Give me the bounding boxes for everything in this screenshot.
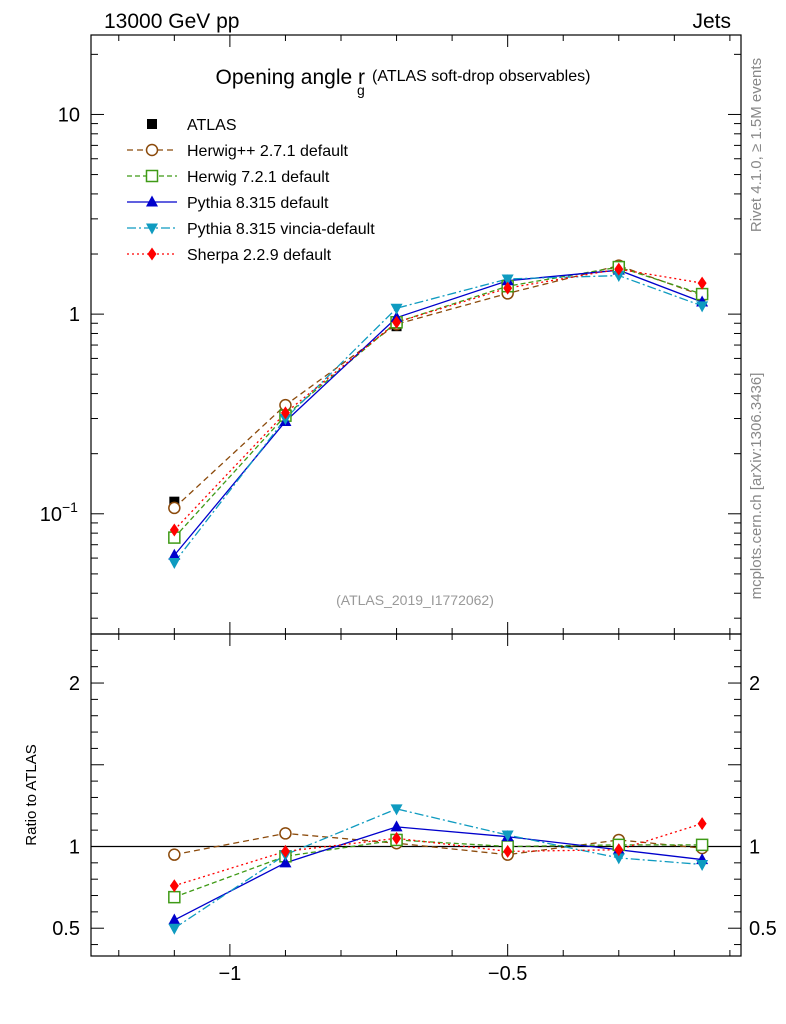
ratio-point-0-1 [279,827,292,840]
data-point-4-0 [168,558,181,570]
ratio-point-2-0 [168,913,181,925]
ratio-point-4-5 [697,817,707,831]
ratio-point-4-3 [503,844,513,858]
x-tick-label: −1 [218,963,241,985]
legend-label-4: Pythia 8.315 vincia-default [187,221,375,238]
legend-label-5: Sherpa 2.2.9 default [187,247,332,264]
y-tick-label: 10 [58,104,80,126]
ratio-y-tick-label: 1 [69,836,80,858]
energy-label: 13000 GeV pp [104,10,239,33]
data-point-4-3 [501,274,514,286]
ratio-point-0-0 [168,848,181,861]
legend-marker-0 [147,119,157,129]
series-line-4 [173,274,703,563]
series-markers-layer [168,259,709,935]
process-label: Jets [692,10,731,33]
x-tick-label: −0.5 [488,963,527,985]
ratio-point-4-4 [614,843,624,857]
legend-label-1: Herwig++ 2.7.1 default [187,143,349,160]
ratio-point-1-5 [695,838,709,852]
legend-label-0: ATLAS [187,117,237,134]
data-point-4-1 [279,414,292,426]
ratio-line-4 [174,822,703,887]
ratio-y-tick-label-right: 1 [749,836,760,858]
rivet-label: Rivet 4.1.0, ≥ 1.5M events [748,58,765,232]
series-line-3 [173,269,703,556]
data-point-0-0 [169,496,180,507]
y-tick-label-exponent: −1 [62,499,78,515]
chart-title-main: Opening angle r [216,66,365,89]
legend-marker-1 [145,143,159,157]
ratio-y-tick-label: 0.5 [52,918,80,940]
ratio-y-tick-label-right: 0.5 [749,918,777,940]
ratio-line-3 [173,808,703,929]
ratio-point-1-0 [168,890,181,904]
legend-marker-3 [146,195,158,207]
ratio-point-4-2 [392,831,402,845]
data-point-4-4 [612,271,625,283]
ratio-point-4-1 [280,844,290,858]
data-point-5-5 [697,276,707,290]
ratio-ylabel: Ratio to ATLAS [23,744,40,845]
ratio-panel-frame [90,633,742,957]
series-line-1 [173,264,703,509]
data-point-1-0 [168,501,181,515]
ratio-point-3-5 [696,859,709,871]
url-label: mcplots.cern.ch [arXiv:1306.3436] [748,373,765,600]
ratio-point-4-0 [169,879,179,893]
legend-marker-4 [146,223,158,235]
legend: ATLAS Herwig++ 2.7.1 default Herwig 7.2.1 … [127,117,375,264]
legend-label-3: Pythia 8.315 default [187,195,329,212]
y-tick-label: 10 [40,504,62,526]
data-point-3-0 [168,548,181,560]
ratio-y-tick-label-right: 2 [749,673,760,695]
ratio-point-3-4 [612,853,625,865]
data-point-5-1 [280,406,290,420]
data-point-5-2 [392,315,402,329]
ratio-y-tick-label: 2 [69,673,80,695]
ratio-point-2-2 [390,820,403,832]
legend-label-2: Herwig 7.2.1 default [187,169,330,186]
ratio-line-0 [174,832,703,856]
ratio-line-2 [174,826,703,921]
chart-title-suffix: (ATLAS soft-drop observables) [372,68,590,85]
data-point-4-2 [390,303,403,315]
data-point-4-5 [696,301,709,313]
ratio-point-2-1 [279,856,292,868]
series-lines-layer [173,264,703,929]
analysis-watermark: (ATLAS_2019_I1772062) [336,592,494,608]
legend-marker-2 [145,169,159,183]
chart-title: Opening angle r g (ATLAS soft-drop obser… [216,66,591,98]
data-point-5-3 [503,281,513,295]
data-point-5-4 [614,262,624,276]
y-tick-label: 1 [69,304,80,326]
data-point-5-0 [169,523,179,537]
legend-marker-5 [147,247,157,261]
ratio-point-3-0 [168,923,181,935]
ratio-point-3-2 [390,804,403,816]
chart-title-subscript: g [357,82,365,98]
series-line-2 [173,266,703,539]
ratio-point-3-3 [501,830,514,842]
